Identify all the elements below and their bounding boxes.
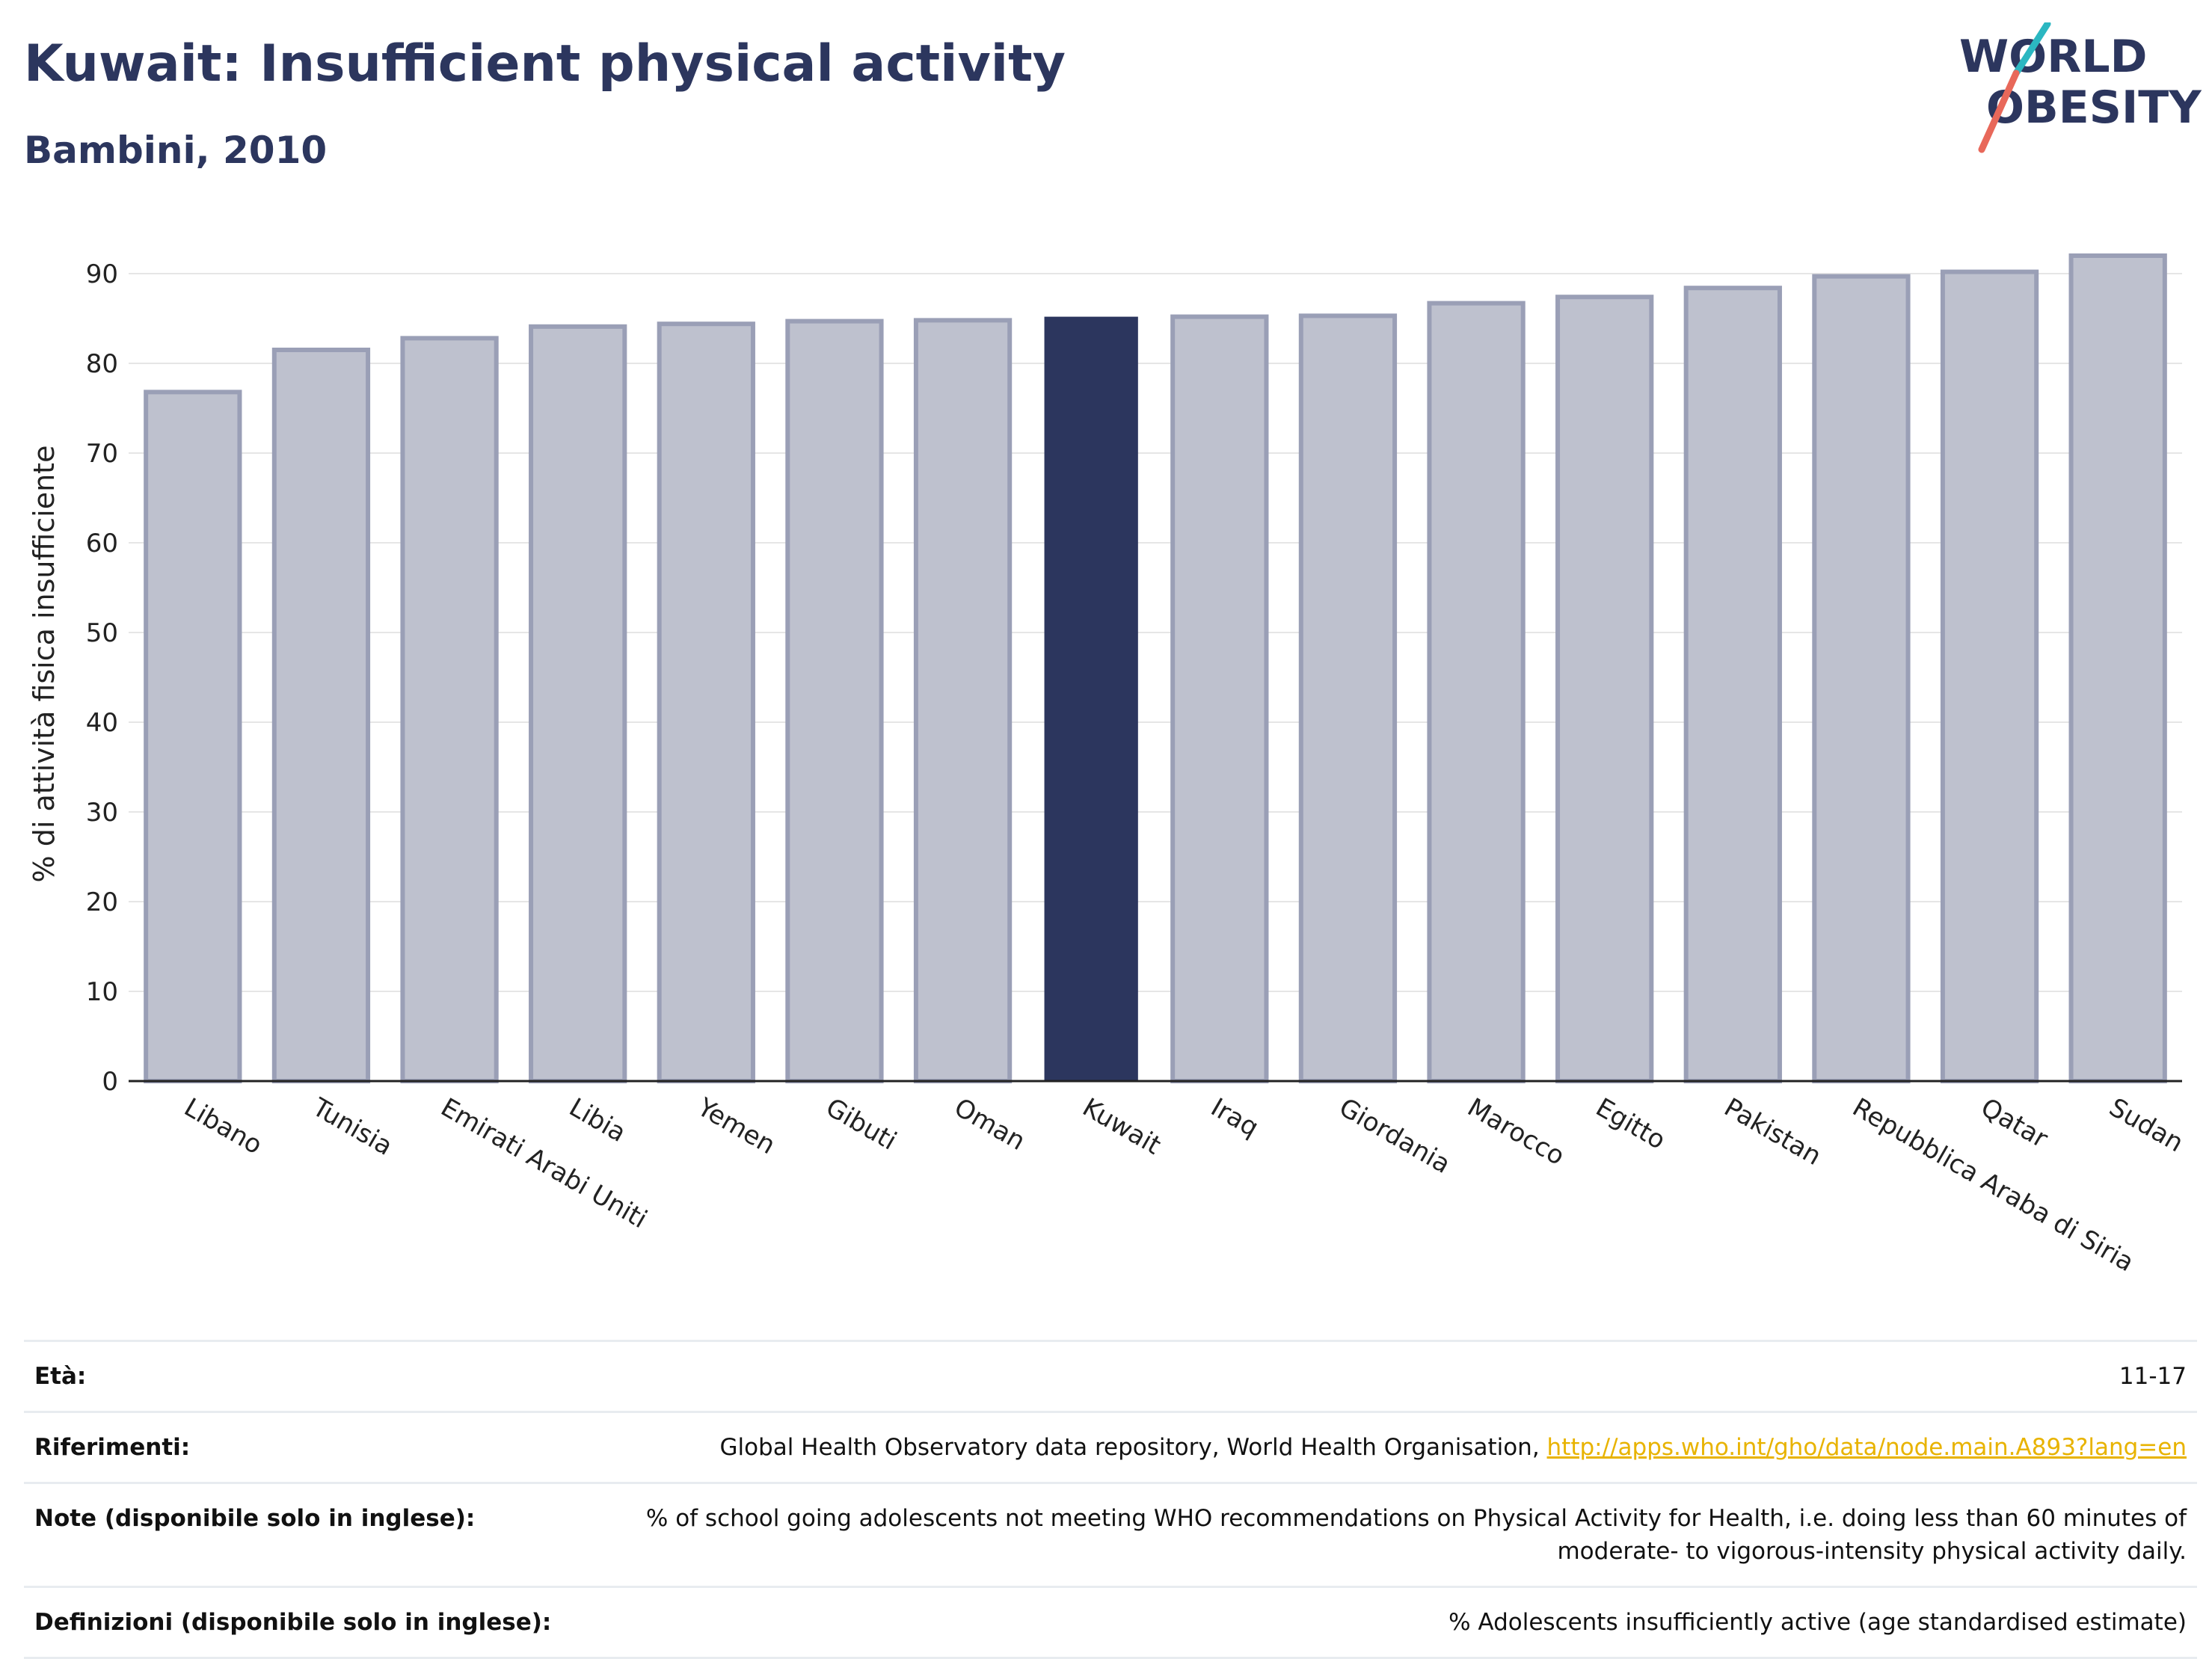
y-tick-label: 0	[102, 1067, 118, 1097]
world-obesity-logo: WORLD OBESITY	[1959, 22, 2202, 153]
references-value: Global Health Observatory data repositor…	[613, 1412, 2197, 1483]
y-axis-title: % di attività fisica insufficiente	[28, 446, 61, 883]
bar-libano	[144, 390, 242, 1083]
x-tick-label: Giordania	[1334, 1092, 1455, 1180]
definitions-label: Definizioni (disponibile solo in inglese…	[34, 1609, 552, 1636]
logo-accent-teal	[2012, 22, 2051, 77]
y-tick-labels: 0 10 20 30 40 50 60 70 80 90	[86, 259, 118, 1097]
logo-word-world: WORLD	[1959, 31, 2147, 83]
logo-accent-coral	[1978, 70, 2020, 153]
bar-kuwait	[1044, 316, 1138, 1082]
references-text: Global Health Observatory data repositor…	[719, 1434, 1547, 1461]
y-tick-label: 50	[86, 618, 118, 648]
info-table: Età: 11-17 Riferimenti: Global Health Ob…	[24, 1340, 2197, 1659]
y-tick-label: 90	[86, 259, 118, 289]
info-row-notes: Note (disponibile solo in inglese): % of…	[24, 1483, 2197, 1587]
x-tick-label: Yemen	[692, 1092, 781, 1161]
info-row-age: Età: 11-17	[24, 1341, 2197, 1412]
y-tick-label: 40	[86, 708, 118, 738]
bar-repubblica-araba-di-siria	[1812, 274, 1911, 1084]
references-link[interactable]: http://apps.who.int/gho/data/node.main.A…	[1546, 1434, 2187, 1461]
y-tick-label: 60	[86, 529, 118, 558]
x-tick-label: Libano	[179, 1092, 267, 1160]
notes-value: % of school going adolescents not meetin…	[645, 1505, 2187, 1565]
page-subtitle: Bambini, 2010	[24, 129, 328, 172]
x-tick-label: Qatar	[1976, 1092, 2053, 1154]
x-tick-label: Libia	[564, 1092, 631, 1148]
age-label: Età:	[34, 1363, 87, 1390]
x-tick-label: Marocco	[1463, 1092, 1570, 1172]
logo-word-obesity: OBESITY	[1986, 81, 2202, 134]
bar-libia	[529, 324, 627, 1083]
info-row-definitions: Definizioni (disponibile solo in inglese…	[24, 1586, 2197, 1658]
page-title: Kuwait: Insufficient physical activity	[24, 34, 1066, 93]
x-tick-label: Gibuti	[820, 1092, 901, 1156]
y-tick-label: 20	[86, 887, 118, 917]
bar-oman	[913, 318, 1013, 1083]
bar-yemen	[657, 321, 755, 1083]
bar-marocco	[1427, 301, 1526, 1084]
x-tick-label: Pakistan	[1719, 1092, 1826, 1172]
bar-emirati-arabi-uniti	[400, 336, 499, 1083]
definitions-value: % Adolescents insufficiently active (age…	[1448, 1609, 2187, 1636]
notes-label: Note (disponibile solo in inglese):	[34, 1505, 476, 1532]
bar-egitto	[1555, 295, 1654, 1084]
x-tick-label: Oman	[949, 1092, 1030, 1157]
bar-gibuti	[785, 318, 884, 1084]
y-tick-label: 80	[86, 349, 118, 379]
x-tick-label: Tunisia	[307, 1092, 397, 1162]
bars	[144, 253, 2167, 1084]
references-label: Riferimenti:	[34, 1434, 191, 1461]
x-tick-label: Sudan	[2104, 1092, 2189, 1158]
y-tick-label: 70	[86, 439, 118, 469]
bar-iraq	[1170, 314, 1269, 1084]
bar-tunisia	[271, 348, 371, 1083]
x-tick-label: Egitto	[1591, 1092, 1671, 1156]
y-tick-label: 30	[86, 798, 118, 828]
y-tick-label: 10	[86, 977, 118, 1007]
x-tick-label: Iraq	[1205, 1092, 1264, 1143]
age-value: 11-17	[2119, 1363, 2187, 1390]
bar-pakistan	[1683, 286, 1782, 1084]
bar-giordania	[1298, 313, 1398, 1083]
x-tick-label: Emirati Arabi Uniti	[436, 1092, 652, 1234]
bar-chart: 0 10 20 30 40 50 60 70 80 90 Libano Tunisia Emirati…	[28, 253, 2188, 1278]
bar-qatar	[1940, 269, 2039, 1084]
bar-sudan	[2068, 253, 2167, 1083]
x-tick-label: Kuwait	[1078, 1092, 1166, 1160]
info-row-references: Riferimenti: Global Health Observatory d…	[24, 1412, 2197, 1483]
